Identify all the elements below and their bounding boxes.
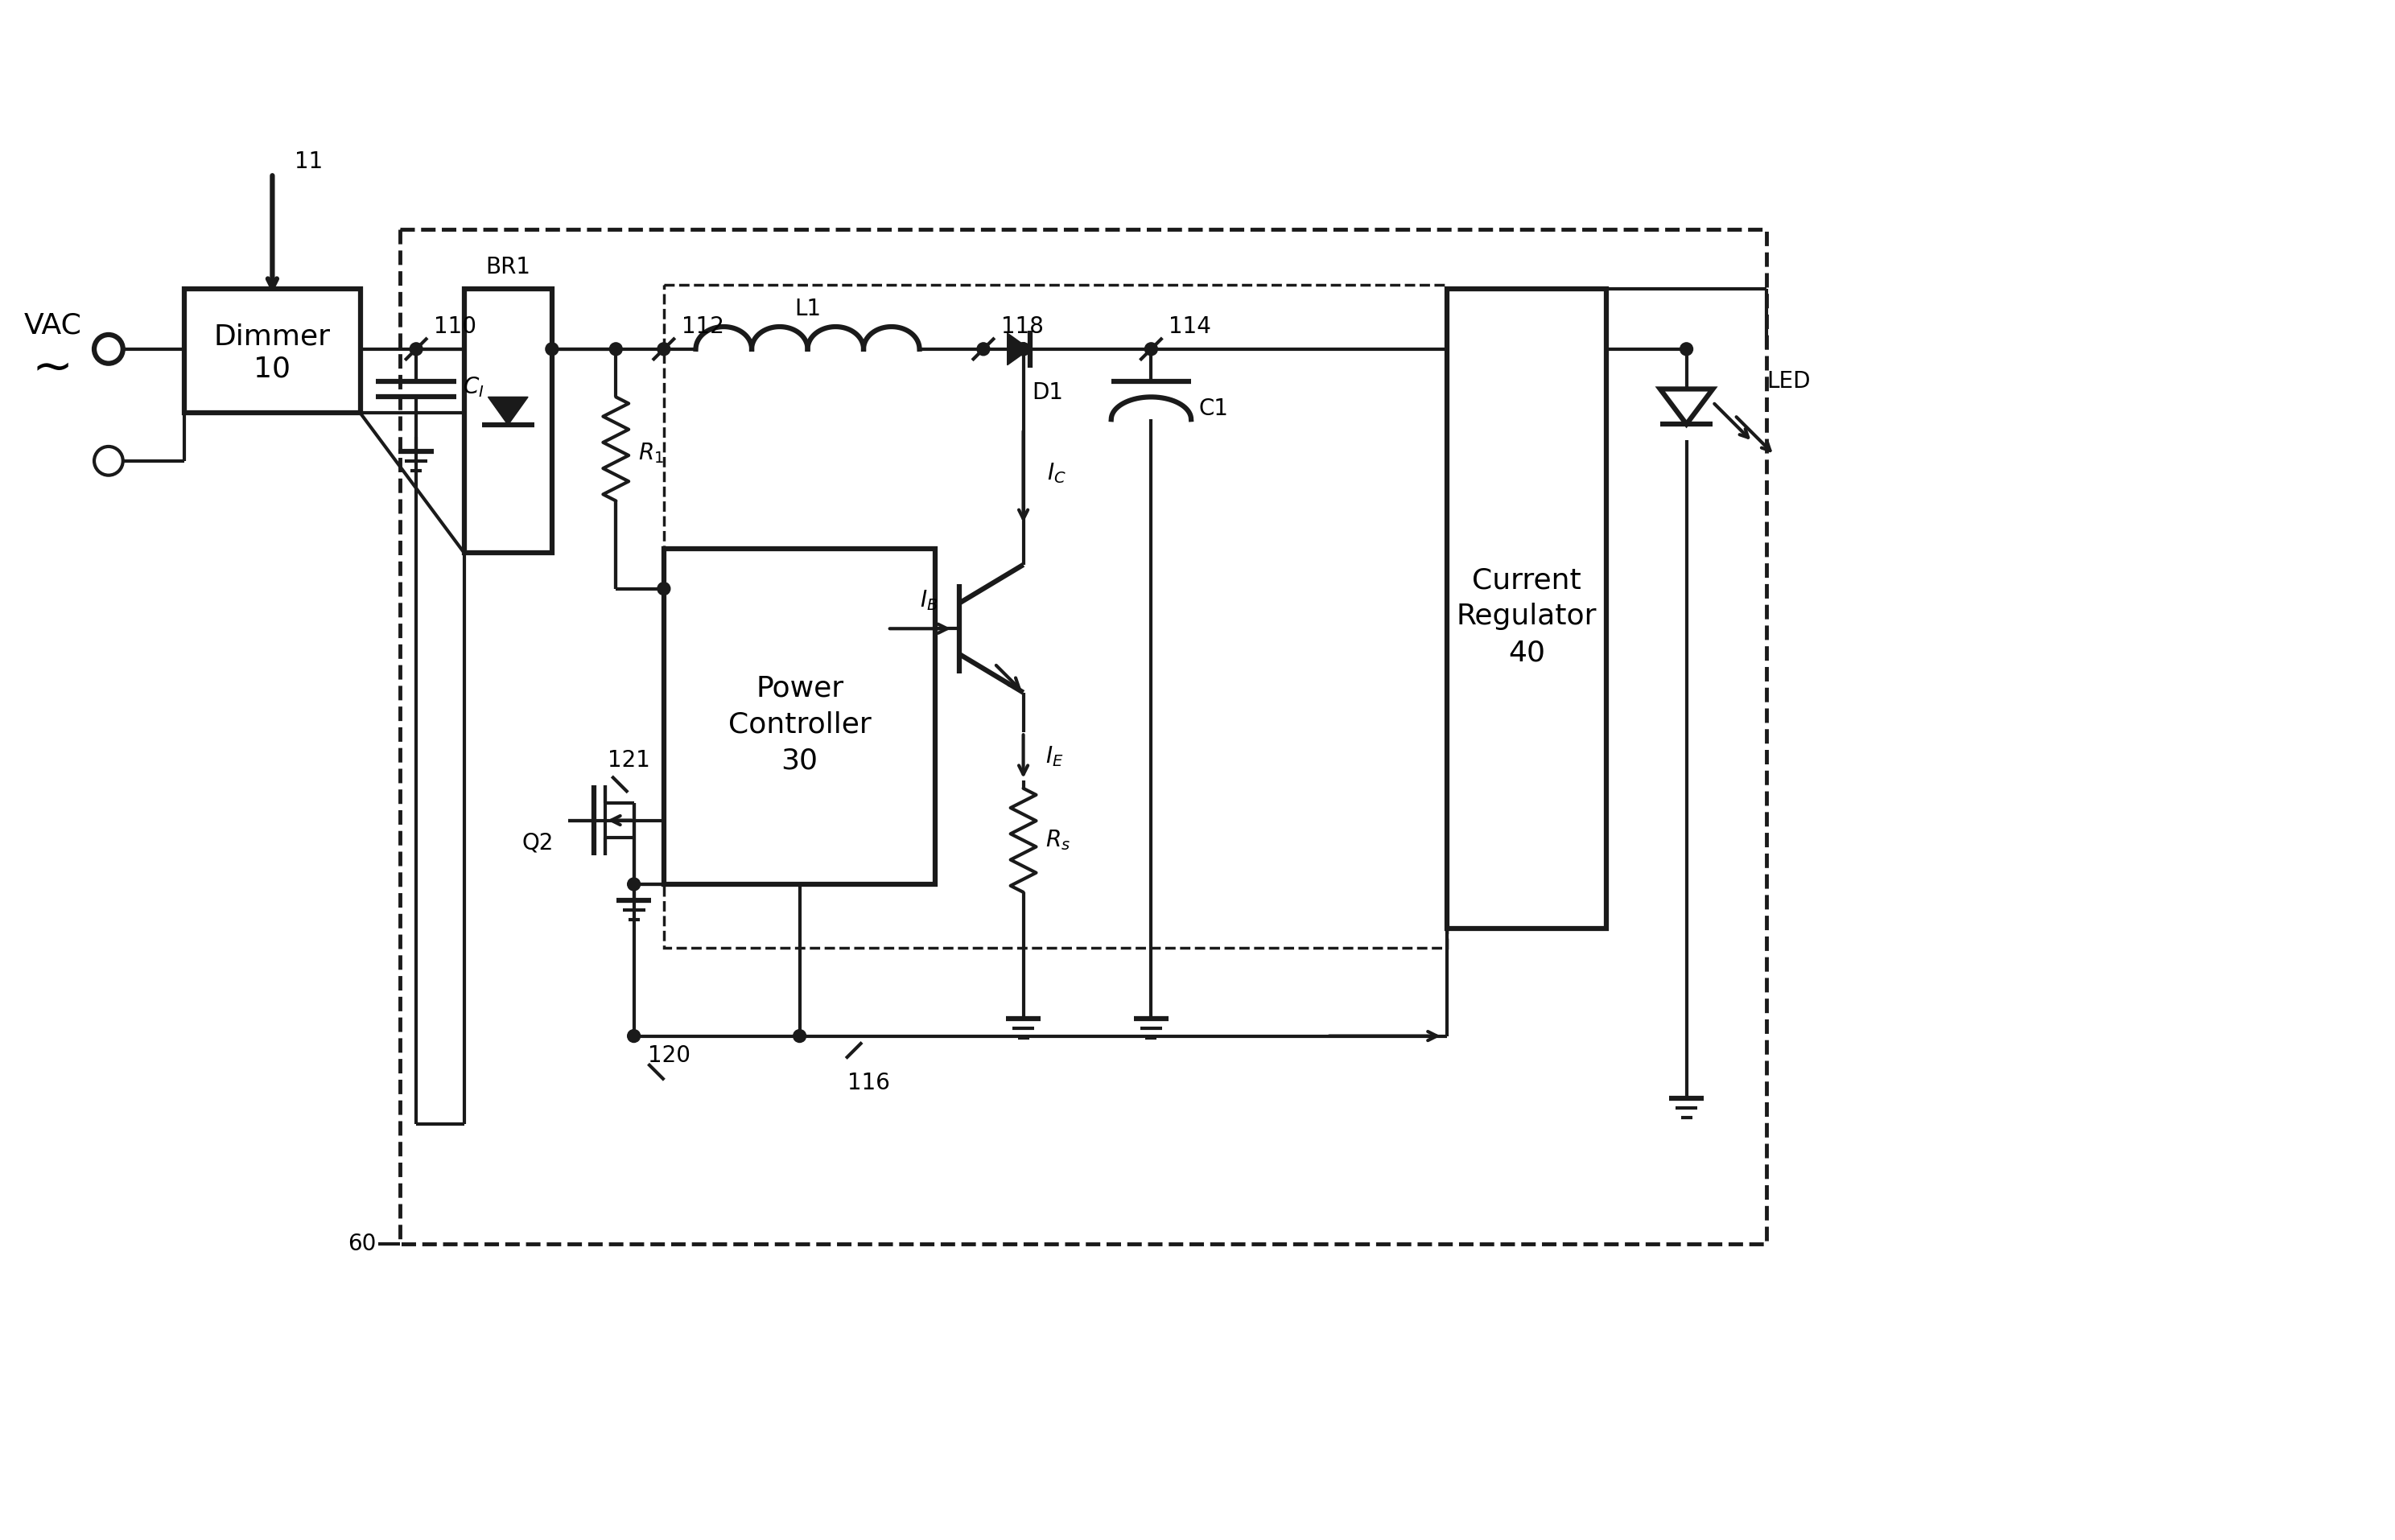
Text: $C_I$: $C_I$ [462, 376, 484, 399]
Text: BR1: BR1 [486, 256, 532, 279]
Text: L1: L1 [795, 297, 821, 320]
Bar [465, 290, 551, 553]
Circle shape [793, 1030, 807, 1043]
Text: D1: D1 [1032, 382, 1063, 405]
Text: 118: 118 [1001, 316, 1044, 337]
Text: 114: 114 [1169, 316, 1212, 337]
Text: $R_1$: $R_1$ [637, 440, 663, 465]
Circle shape [656, 582, 671, 594]
Text: ~: ~ [31, 345, 74, 393]
Text: 121: 121 [608, 748, 651, 772]
Circle shape [1018, 343, 1030, 356]
Circle shape [546, 343, 558, 356]
Text: $I_B$: $I_B$ [920, 588, 936, 613]
Bar [400, 229, 1768, 1244]
Bar [663, 548, 936, 884]
Text: 60: 60 [347, 1232, 376, 1255]
Text: 112: 112 [683, 316, 723, 337]
Text: Current: Current [1473, 567, 1581, 594]
Bar [663, 285, 1447, 949]
Bar [184, 290, 359, 413]
Text: Q2: Q2 [522, 832, 553, 855]
Text: $I_C$: $I_C$ [1047, 460, 1066, 485]
Circle shape [1679, 343, 1693, 356]
Text: C1: C1 [1200, 397, 1229, 420]
Polygon shape [1660, 390, 1712, 424]
Circle shape [977, 343, 989, 356]
Circle shape [1145, 343, 1157, 356]
Polygon shape [489, 397, 527, 425]
Text: LED: LED [1768, 370, 1811, 393]
Text: VAC: VAC [24, 311, 81, 339]
Polygon shape [1008, 333, 1030, 365]
Text: 116: 116 [848, 1072, 891, 1095]
Circle shape [410, 343, 422, 356]
Circle shape [627, 1030, 639, 1043]
Text: 11: 11 [295, 149, 323, 172]
Text: Controller: Controller [728, 711, 872, 738]
Text: 40: 40 [1509, 639, 1545, 667]
Bar [1447, 290, 1607, 929]
Text: 30: 30 [781, 747, 819, 775]
Text: 10: 10 [254, 354, 290, 382]
Circle shape [1018, 343, 1030, 356]
Text: Regulator: Regulator [1456, 604, 1597, 630]
Circle shape [627, 878, 639, 890]
Text: $R_s$: $R_s$ [1047, 829, 1071, 852]
Circle shape [608, 343, 623, 356]
Circle shape [656, 343, 671, 356]
Text: Power: Power [757, 675, 843, 702]
Text: $I_E$: $I_E$ [1047, 744, 1063, 768]
Text: 110: 110 [433, 316, 477, 337]
Text: 120: 120 [649, 1044, 690, 1067]
Text: Dimmer: Dimmer [213, 323, 331, 351]
